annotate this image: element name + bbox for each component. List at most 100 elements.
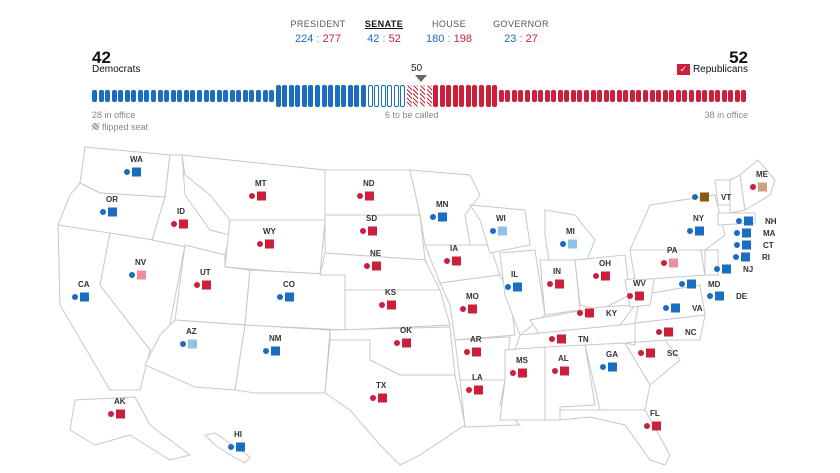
state-wy[interactable]: WY [257,227,277,249]
state-in[interactable]: IN [547,267,564,289]
state-nd[interactable]: ND [357,179,375,201]
state-md[interactable]: MD [679,279,721,290]
incumbent-seat-dot [194,282,200,288]
state-fl[interactable]: FL [644,409,661,431]
state-ky[interactable]: KY [577,308,618,319]
state-az[interactable]: AZ [180,327,197,349]
state-va[interactable]: VA [663,303,703,314]
incumbent-seat-dot [379,302,385,308]
state-id[interactable]: ID [171,207,188,229]
state-sd[interactable]: SD [360,214,377,236]
seat-rep-in-office [741,90,747,102]
state-label-nm: NM [269,334,282,343]
state-nj[interactable]: NJ [714,264,753,275]
race-result-square [646,348,655,358]
state-ks[interactable]: KS [379,288,397,310]
state-label-in: IN [553,267,561,276]
state-oh[interactable]: OH [593,259,611,281]
state-label-pa: PA [667,246,678,255]
state-shape-ny [629,194,726,251]
state-wi[interactable]: WI [490,214,507,236]
seat-rep-in-office [688,90,694,102]
race-result-square [236,442,245,452]
state-ar[interactable]: AR [464,335,482,357]
state-al[interactable]: AL [552,354,569,376]
state-labels: WA OR CA NV ID MT WY UT AZ CO NM ND SD NE KS OK TX MN IA MO… [72,155,777,452]
state-label-nc: NC [685,328,697,337]
state-la[interactable]: LA [466,373,483,395]
state-label-vt: VT [721,193,731,202]
tab-president[interactable]: PRESIDENT 224 : 277 [278,19,358,45]
state-ok[interactable]: OK [394,326,412,348]
president-rep-count: 277 [322,33,341,45]
incumbent-seat-dot [510,370,516,376]
seat-rep-in-office [524,90,530,102]
tab-house[interactable]: HOUSE 180 : 198 [409,19,489,45]
incumbent-seat-dot [663,305,669,311]
state-label-il: IL [511,270,518,279]
state-label-nj: NJ [743,265,753,274]
state-shape-ms [499,346,546,421]
state-mo[interactable]: MO [460,292,479,314]
state-me[interactable]: ME [750,170,769,192]
state-mt[interactable]: MT [249,179,267,201]
state-label-al: AL [558,354,569,363]
state-wa[interactable]: WA [124,155,143,177]
state-ri[interactable]: RI [733,252,770,263]
state-ca[interactable]: CA [72,280,90,302]
state-wv[interactable]: WV [627,279,647,301]
state-il[interactable]: IL [505,270,522,292]
state-ga[interactable]: GA [600,350,618,372]
flipped-legend-label: flipped seat [102,122,149,132]
state-ut[interactable]: UT [194,268,211,290]
state-or[interactable]: OR [100,195,118,217]
state-label-ma: MA [763,229,776,238]
state-label-md: MD [708,280,721,289]
seat-rep-in-office [577,90,583,102]
state-de[interactable]: DE [707,291,748,302]
state-mn[interactable]: MN [430,200,449,222]
state-ms[interactable]: MS [510,356,529,378]
state-nv[interactable]: NV [129,258,147,280]
state-tn[interactable]: TN [549,334,589,345]
race-result-square [687,279,696,289]
state-label-ne: NE [370,249,382,258]
seat-dem-in-office [131,90,137,102]
race-result-square [202,280,211,290]
state-sc[interactable]: SC [638,348,678,359]
state-ct[interactable]: CT [734,240,774,251]
incumbent-seat-dot [460,306,466,312]
seat-rep-in-office [708,90,714,102]
state-pa[interactable]: PA [661,246,678,268]
state-label-nd: ND [363,179,375,188]
state-hi[interactable]: HI [228,430,245,452]
race-result-square [265,239,274,249]
incumbent-seat-dot [692,194,698,200]
incumbent-seat-dot [549,336,555,342]
race-result-square [557,334,566,344]
race-result-square [518,368,527,378]
state-vt[interactable]: VT [692,192,731,203]
state-ne[interactable]: NE [364,249,382,271]
state-ma[interactable]: MA [734,228,776,239]
state-co[interactable]: CO [277,280,295,302]
race-result-square [601,271,610,281]
state-shape-fl [559,409,671,466]
incumbent-seat-dot [277,294,283,300]
seat-dem-in-office [164,90,170,102]
state-ny[interactable]: NY [687,214,705,236]
state-ia[interactable]: IA [444,244,461,266]
tab-governor[interactable]: GOVERNOR 23 : 27 [481,19,561,45]
state-tx[interactable]: TX [370,381,387,403]
incumbent-seat-dot [370,395,376,401]
seat-rep-won [472,85,478,107]
state-mi[interactable]: MI [560,227,577,249]
state-nm[interactable]: NM [263,334,282,356]
tab-senate[interactable]: SENATE 42 : 52 [344,19,424,45]
race-result-square [285,292,294,302]
tab-senate-label: SENATE [364,19,404,29]
state-nh[interactable]: NH [736,216,777,227]
state-ak[interactable]: AK [108,397,126,419]
race-result-square [472,347,481,357]
state-nc[interactable]: NC [656,327,697,338]
